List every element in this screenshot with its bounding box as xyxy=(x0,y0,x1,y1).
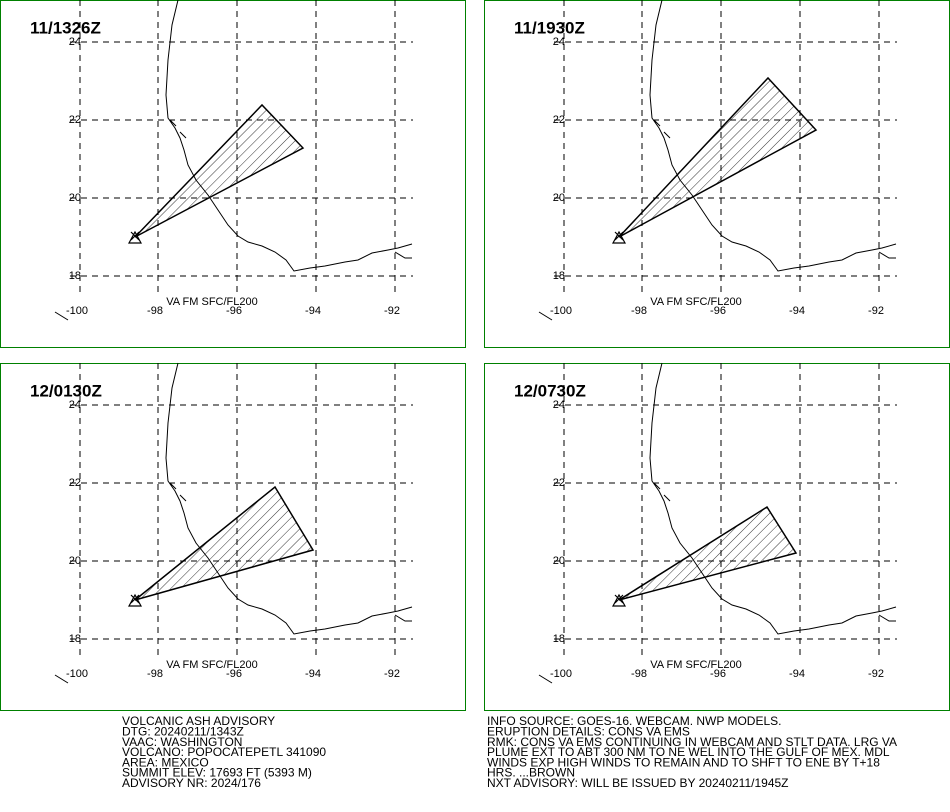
lon-label: -96 xyxy=(710,668,726,680)
lon-label: -94 xyxy=(789,668,805,680)
panel-frame xyxy=(0,363,466,711)
lat-label: 20 xyxy=(553,192,565,204)
advisory-line: AREA: MEXICO xyxy=(122,755,209,769)
lon-label: -92 xyxy=(868,668,884,680)
lon-label: -100 xyxy=(550,668,572,680)
ash-plume xyxy=(618,505,798,601)
coastline xyxy=(649,362,897,635)
lat-label: 24 xyxy=(69,399,81,411)
lat-label: 22 xyxy=(69,114,81,126)
advisory-line: INFO SOURCE: GOES-16. WEBCAM. NWP MODELS… xyxy=(487,714,782,728)
lat-label: 18 xyxy=(69,270,81,282)
flight-level: VA FM SFC/FL200 xyxy=(650,296,742,308)
advisory-line: RMK: CONS VA EMS CONTINUING IN WEBCAM AN… xyxy=(487,735,897,749)
map-panel: 11/1326Z -100 -98 -96 -94 -92 24 22 20 18 VA FM SF… xyxy=(0,0,466,348)
map-panel: 12/0730Z -100 -98 -96 -94 -92 24 22 20 18 VA FM SF… xyxy=(484,362,950,711)
advisory-line: NXT ADVISORY: WILL BE ISSUED BY 20240211… xyxy=(487,776,789,790)
panel-time: 12/0130Z xyxy=(30,381,102,400)
ash-plume xyxy=(618,76,818,238)
lon-label: -92 xyxy=(384,305,400,317)
lon-label: -92 xyxy=(384,668,400,680)
lat-label: 22 xyxy=(553,477,565,489)
lon-label: -96 xyxy=(226,668,242,680)
lat-label: 24 xyxy=(69,36,81,48)
ash-plume xyxy=(134,103,305,238)
lon-label: -96 xyxy=(226,305,242,317)
scale-mark xyxy=(538,674,553,684)
flight-level: VA FM SFC/FL200 xyxy=(166,296,258,308)
ash-plume xyxy=(134,485,315,601)
advisory-line: WINDS EXP HIGH WINDS TO REMAIN AND TO SH… xyxy=(487,755,880,769)
lon-label: -98 xyxy=(147,305,163,317)
advisory-line: VOLCANIC ASH ADVISORY xyxy=(122,714,275,728)
map-panel: 11/1930Z -100 -98 -96 -94 -92 24 22 20 18 VA FM SF… xyxy=(484,0,950,348)
flight-level: VA FM SFC/FL200 xyxy=(166,659,258,671)
lon-label: -98 xyxy=(631,668,647,680)
lon-label: -98 xyxy=(631,305,647,317)
volcano-marker xyxy=(127,230,143,244)
scale-mark xyxy=(538,311,553,321)
volcano-marker xyxy=(611,230,627,244)
panel-time: 11/1326Z xyxy=(30,18,101,37)
lat-label: 20 xyxy=(553,555,565,567)
flight-level: VA FM SFC/FL200 xyxy=(650,659,742,671)
advisory-line: HRS. ...BROWN xyxy=(487,766,575,780)
scale-mark xyxy=(54,311,69,321)
lon-label: -98 xyxy=(147,668,163,680)
lon-label: -94 xyxy=(789,305,805,317)
lat-label: 20 xyxy=(69,555,81,567)
coastline xyxy=(165,362,413,635)
lat-label: 24 xyxy=(553,36,565,48)
advisory-line: SUMMIT ELEV: 17693 FT (5393 M) xyxy=(122,766,312,780)
advisory-line: ERUPTION DETAILS: CONS VA EMS xyxy=(487,724,690,738)
panel-time: 11/1930Z xyxy=(514,18,585,37)
lat-label: 24 xyxy=(553,399,565,411)
lat-label: 18 xyxy=(553,270,565,282)
panel-frame xyxy=(0,0,466,348)
lat-label: 18 xyxy=(69,633,81,645)
volcano-marker xyxy=(611,593,627,607)
lat-label: 22 xyxy=(69,477,81,489)
lon-label: -94 xyxy=(305,305,321,317)
lon-label: -94 xyxy=(305,668,321,680)
lat-label: 20 xyxy=(69,192,81,204)
lon-label: -92 xyxy=(868,305,884,317)
advisory-line: DTG: 20240211/1343Z xyxy=(122,724,244,738)
advisory-line: VOLCANO: POPOCATEPETL 341090 xyxy=(122,745,326,759)
panel-time: 12/0730Z xyxy=(514,381,586,400)
advisory-line: PLUME EXT TO ABT 300 NM TO NE WEL INTO T… xyxy=(487,745,890,759)
lat-label: 22 xyxy=(553,114,565,126)
lon-label: -100 xyxy=(66,305,88,317)
advisory-line: VAAC: WASHINGTON xyxy=(122,735,242,749)
scale-mark xyxy=(54,674,69,684)
lon-label: -100 xyxy=(66,668,88,680)
advisory-line: ADVISORY NR: 2024/176 xyxy=(122,776,261,790)
lon-label: -100 xyxy=(550,305,572,317)
volcano-marker xyxy=(127,593,143,607)
panels: 11/1326Z -100 -98 -96 -94 -92 24 22 20 18 VA FM SF… xyxy=(0,0,950,711)
lon-label: -96 xyxy=(710,305,726,317)
lat-label: 18 xyxy=(553,633,565,645)
map-panel: 12/0130Z -100 -98 -96 -94 -92 24 22 20 18 VA FM SF… xyxy=(0,362,466,711)
